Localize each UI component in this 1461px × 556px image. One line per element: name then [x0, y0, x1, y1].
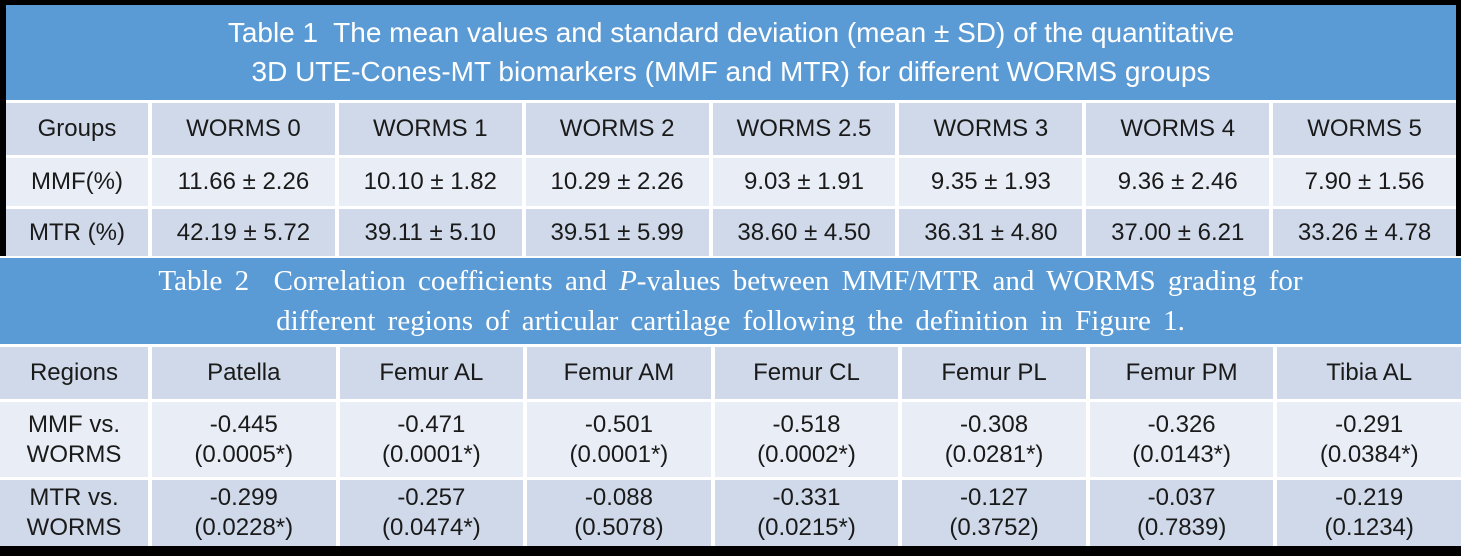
- table1-row-label: MMF(%): [6, 158, 148, 206]
- table2-row-label: MMF vs. WORMS: [0, 402, 148, 477]
- table1-header-cell: WORMS 5: [1273, 103, 1456, 155]
- bottom-frame-bar: [0, 546, 1461, 556]
- table2-title-pre: Table 2 Correlation coefficients and: [158, 264, 620, 297]
- table2-header-cell: Femur AL: [339, 347, 524, 399]
- table1-mtr-row: MTR (%) 42.19 ± 5.72 39.11 ± 5.10 39.51 …: [6, 209, 1456, 256]
- table1: Table 1 The mean values and standard dev…: [0, 0, 1461, 256]
- correlation-value: -0.127: [960, 484, 1029, 511]
- table2-header-cell: Femur PM: [1089, 347, 1274, 399]
- correlation-value: -0.088: [584, 484, 653, 511]
- row-label-line1: MMF vs.: [28, 410, 120, 438]
- table1-header-cell: WORMS 0: [152, 103, 335, 155]
- correlation-value: -0.308: [960, 410, 1029, 438]
- table2-title-line2: different regions of articular cartilage…: [276, 305, 1185, 337]
- table2-mtr-cell: -0.257 (0.0474*): [339, 480, 524, 546]
- table2-mmf-cell: -0.518 (0.0002*): [714, 402, 899, 477]
- row-label-line1: MTR vs.: [29, 484, 119, 511]
- table2-mtr-cell: -0.088 (0.5078): [527, 480, 711, 546]
- table2-header-cell: Patella: [152, 347, 336, 399]
- table2-row-label: MTR vs. WORMS: [0, 480, 148, 546]
- table1-mtr-cell: 36.31 ± 4.80: [899, 209, 1083, 256]
- table2-mmf-cell: -0.471 (0.0001*): [339, 402, 524, 477]
- p-value: (0.7839): [1136, 514, 1227, 541]
- table2-mtr-cell: -0.331 (0.0215*): [714, 480, 899, 546]
- table1-header-cell: Groups: [6, 103, 148, 155]
- p-value: (0.1234): [1324, 514, 1414, 541]
- correlation-value: -0.037: [1147, 484, 1216, 511]
- table1-mmf-cell: 9.35 ± 1.93: [899, 158, 1083, 206]
- table2-mmf-cell: -0.326 (0.0143*): [1089, 402, 1274, 477]
- p-value: (0.0281*): [944, 440, 1044, 468]
- correlation-value: -0.518: [772, 410, 841, 438]
- table2-mtr-cell: -0.299 (0.0228*): [152, 480, 336, 546]
- correlation-value: -0.291: [1335, 410, 1404, 438]
- table1-header-cell: WORMS 4: [1086, 103, 1270, 155]
- table2-header-cell: Regions: [0, 347, 148, 399]
- table1-mmf-cell: 10.29 ± 2.26: [525, 158, 709, 206]
- p-value: (0.0001*): [569, 440, 669, 468]
- p-value: (0.0002*): [757, 440, 856, 468]
- table1-mmf-cell: 11.66 ± 2.26: [152, 158, 335, 206]
- p-value: (0.3752): [949, 514, 1039, 541]
- table1-header-cell: WORMS 3: [899, 103, 1083, 155]
- table2-header-cell: Femur CL: [714, 347, 899, 399]
- table2-title-p-italic: P: [619, 264, 637, 297]
- table1-mtr-cell: 39.51 ± 5.99: [525, 209, 709, 256]
- p-value: (0.0143*): [1132, 440, 1231, 468]
- p-value: (0.0215*): [757, 514, 856, 541]
- table1-title-band: Table 1 The mean values and standard dev…: [6, 5, 1456, 100]
- p-value: (0.5078): [574, 514, 664, 541]
- table2-mmf-row: MMF vs. WORMS -0.445 (0.0005*) -0.471 (0…: [0, 402, 1461, 477]
- correlation-value: -0.299: [209, 484, 278, 511]
- table2-mtr-cell: -0.127 (0.3752): [902, 480, 1086, 546]
- correlation-value: -0.501: [584, 410, 653, 438]
- table2-header-cell: Femur AM: [527, 347, 711, 399]
- table1-mtr-cell: 37.00 ± 6.21: [1086, 209, 1270, 256]
- table2-header-row: Regions Patella Femur AL Femur AM Femur …: [0, 347, 1461, 399]
- table2-mtr-row: MTR vs. WORMS -0.299 (0.0228*) -0.257 (0…: [0, 480, 1461, 546]
- table2-title-band: Table 2 Correlation coefficients and P-v…: [0, 258, 1461, 344]
- p-value: (0.0228*): [194, 514, 294, 541]
- table2-title-post: -values between MMF/MTR and WORMS gradin…: [636, 264, 1303, 297]
- table1-header-cell: WORMS 1: [338, 103, 522, 155]
- table1-header-row: Groups WORMS 0 WORMS 1 WORMS 2 WORMS 2.5…: [6, 103, 1456, 155]
- table1-title-line2: 3D UTE-Cones-MT biomarkers (MMF and MTR)…: [251, 55, 1211, 87]
- table2-title-line1: Table 2 Correlation coefficients and P-v…: [0, 261, 1461, 301]
- table1-mtr-cell: 39.11 ± 5.10: [338, 209, 522, 256]
- correlation-value: -0.471: [397, 410, 466, 438]
- table1-mmf-cell: 7.90 ± 1.56: [1273, 158, 1456, 206]
- table2-mmf-cell: -0.501 (0.0001*): [527, 402, 711, 477]
- table2: Table 2 Correlation coefficients and P-v…: [0, 258, 1461, 546]
- table1-title-line1: Table 1 The mean values and standard dev…: [227, 16, 1235, 48]
- p-value: (0.0005*): [194, 440, 294, 468]
- table1-header-cell: WORMS 2: [525, 103, 709, 155]
- correlation-value: -0.326: [1147, 410, 1216, 438]
- table2-mtr-cell: -0.219 (0.1234): [1277, 480, 1461, 546]
- table2-mmf-cell: -0.445 (0.0005*): [152, 402, 336, 477]
- table2-header-cell: Femur PL: [902, 347, 1086, 399]
- table2-header-cell: Tibia AL: [1277, 347, 1461, 399]
- p-value: (0.0384*): [1319, 440, 1419, 468]
- table1-mtr-cell: 38.60 ± 4.50: [712, 209, 896, 256]
- correlation-value: -0.331: [772, 484, 841, 511]
- table1-row-label: MTR (%): [6, 209, 148, 256]
- p-value: (0.0474*): [381, 514, 481, 541]
- correlation-value: -0.257: [397, 484, 466, 511]
- table2-mmf-cell: -0.291 (0.0384*): [1277, 402, 1461, 477]
- correlation-value: -0.219: [1335, 484, 1404, 511]
- row-label-line2: WORMS: [26, 514, 122, 541]
- table1-mmf-cell: 9.36 ± 2.46: [1086, 158, 1270, 206]
- table1-mtr-cell: 33.26 ± 4.78: [1273, 209, 1456, 256]
- p-value: (0.0001*): [381, 440, 481, 468]
- correlation-value: -0.445: [209, 410, 278, 438]
- table1-mmf-cell: 9.03 ± 1.91: [712, 158, 896, 206]
- table1-mmf-row: MMF(%) 11.66 ± 2.26 10.10 ± 1.82 10.29 ±…: [6, 158, 1456, 206]
- table1-mmf-cell: 10.10 ± 1.82: [338, 158, 522, 206]
- table1-mtr-cell: 42.19 ± 5.72: [152, 209, 335, 256]
- table1-header-cell: WORMS 2.5: [712, 103, 896, 155]
- table2-mmf-cell: -0.308 (0.0281*): [902, 402, 1086, 477]
- row-label-line2: WORMS: [26, 440, 122, 468]
- table2-mtr-cell: -0.037 (0.7839): [1089, 480, 1274, 546]
